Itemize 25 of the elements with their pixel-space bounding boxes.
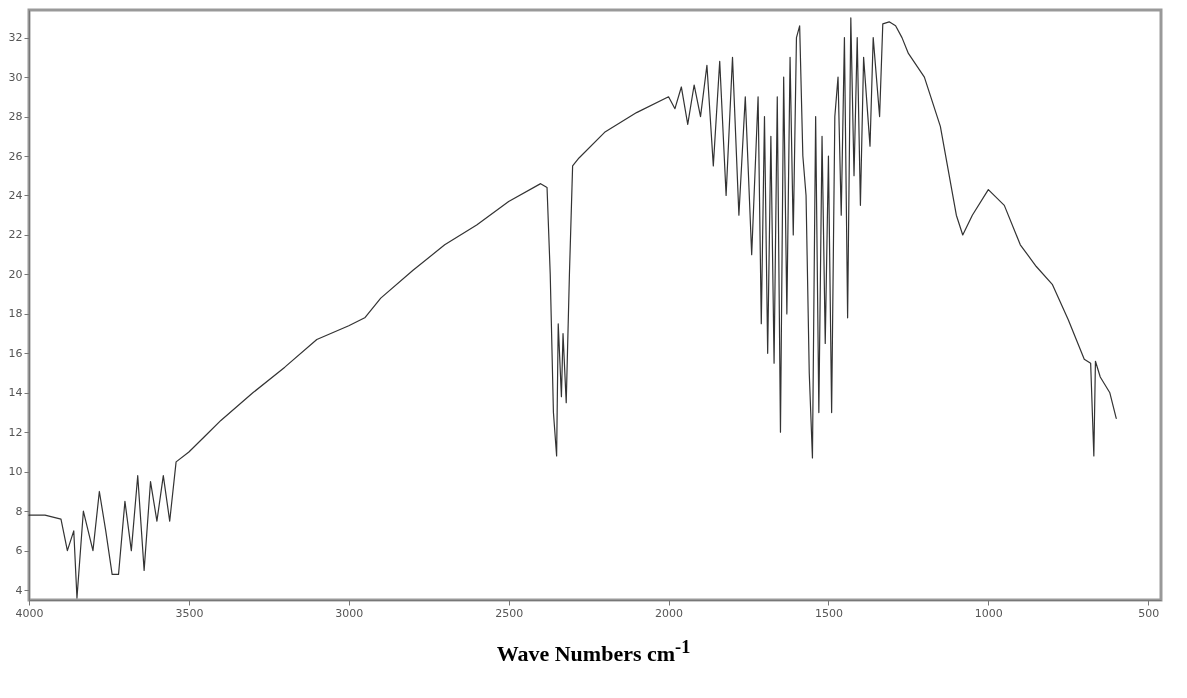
x-tick-label: 4000 [15,606,44,620]
y-tick-label: 26 [8,149,23,163]
y-tick-label: 32 [8,31,23,45]
x-tick-label: 2000 [655,606,684,620]
y-tick-label: 12 [8,425,23,439]
y-tick-label: 28 [8,110,23,124]
y-tick-label: 8 [15,504,23,518]
x-tick-label: 3000 [335,606,364,620]
x-axis-title: Wave Numbers cm$^{-1}$ [495,637,692,668]
y-tick-label: 18 [8,307,23,321]
x-tick-label: 3500 [175,606,204,620]
y-tick-label: 6 [15,544,23,558]
x-tick-label: 1000 [974,606,1003,620]
x-tick-label: 2500 [495,606,524,620]
y-tick-label: 20 [8,267,23,281]
y-tick-label: 24 [8,188,23,202]
x-tick-label: 500 [1138,606,1160,620]
y-tick-label: 16 [8,346,23,360]
y-tick-label: 4 [15,583,23,597]
x-tick-label: 1500 [814,606,843,620]
y-tick-label: 10 [8,465,23,479]
y-tick-label: 22 [8,228,23,242]
line-series [28,17,1117,599]
y-tick-label: 30 [8,70,23,84]
y-tick-label: 14 [8,386,23,400]
